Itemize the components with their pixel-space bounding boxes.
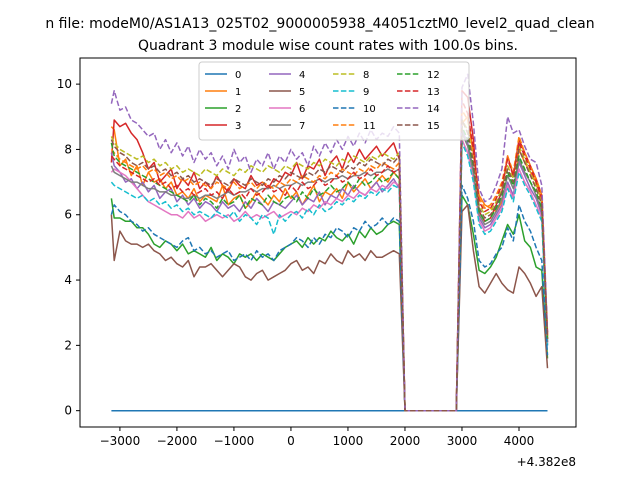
- x-tick-label: −2000: [157, 434, 198, 448]
- y-tick-label: 2: [64, 338, 72, 352]
- series-line-8: [110, 119, 549, 412]
- y-tick-label: 4: [64, 273, 72, 287]
- chart-title: Quadrant 3 module wise count rates with …: [138, 38, 518, 54]
- series-line-5: [110, 204, 549, 412]
- figure-suptitle: n file: modeM0/AS1A13_025T02_9000005938_…: [45, 16, 594, 32]
- legend-label-4: 4: [299, 70, 305, 81]
- series-line-12: [110, 125, 549, 412]
- legend-label-7: 7: [299, 121, 305, 132]
- legend-label-13: 13: [427, 87, 440, 98]
- x-tick-label: −1000: [214, 434, 255, 448]
- series-line-14: [110, 73, 549, 412]
- x-axis-offset-label: +4.382e8: [517, 455, 576, 469]
- series-line-13: [110, 99, 549, 412]
- legend-label-6: 6: [299, 104, 305, 115]
- x-tick-label: 2000: [390, 434, 421, 448]
- legend-label-1: 1: [235, 87, 241, 98]
- legend-box: [198, 61, 470, 141]
- x-tick-label: 0: [287, 434, 295, 448]
- series-line-10: [110, 184, 549, 412]
- legend-label-9: 9: [363, 87, 369, 98]
- legend-label-15: 15: [427, 121, 440, 132]
- series-line-11: [110, 109, 549, 412]
- legend-label-12: 12: [427, 70, 440, 81]
- legend-label-10: 10: [363, 104, 376, 115]
- y-tick-label: 10: [57, 77, 72, 91]
- axis-ticks: −3000 −2000 −1000 0 1000 2000 3000 4000 0 2 4 6 8 10: [57, 77, 535, 448]
- legend-label-11: 11: [363, 121, 376, 132]
- y-tick-label: 8: [64, 142, 72, 156]
- legend-label-8: 8: [363, 70, 369, 81]
- x-tick-label: −3000: [100, 434, 141, 448]
- plot-area: [110, 73, 549, 412]
- legend-label-2: 2: [235, 104, 241, 115]
- y-tick-label: 0: [64, 404, 72, 418]
- axes-frame: [79, 57, 577, 428]
- series-line-2: [110, 194, 549, 412]
- legend-label-3: 3: [235, 121, 241, 132]
- x-tick-label: 4000: [504, 434, 535, 448]
- series-line-9: [110, 142, 549, 412]
- y-tick-label: 6: [64, 208, 72, 222]
- legend-label-0: 0: [235, 70, 241, 81]
- x-tick-label: 3000: [447, 434, 478, 448]
- x-tick-label: 1000: [333, 434, 364, 448]
- legend-label-5: 5: [299, 87, 305, 98]
- legend-label-14: 14: [427, 104, 440, 115]
- series-line-15: [110, 119, 549, 412]
